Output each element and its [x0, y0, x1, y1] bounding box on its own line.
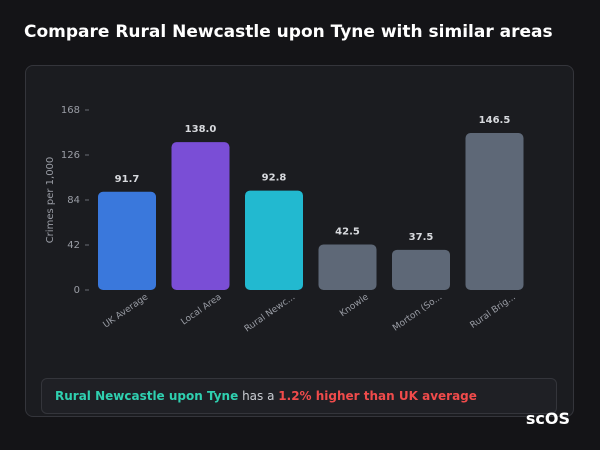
- bar: [318, 244, 377, 290]
- bar: [392, 249, 450, 290]
- summary-subject: Rural Newcastle upon Tyne: [55, 389, 239, 403]
- value-label: 92.8: [262, 173, 287, 184]
- title: Compare Rural Newcastle upon Tyne with s…: [24, 22, 553, 42]
- bar: [98, 191, 156, 290]
- y-tick-label: 42: [67, 240, 80, 251]
- summary-text: has a: [242, 389, 275, 403]
- y-tick-label: 168: [61, 105, 80, 116]
- x-tick-label: Rural Newc...: [243, 292, 297, 334]
- value-label: 138.0: [185, 124, 217, 135]
- x-tick-label: Local Area: [179, 292, 223, 327]
- x-tick-label: Rural Brig...: [469, 292, 518, 330]
- y-axis-label: Crimes per 1,000: [45, 157, 56, 244]
- x-tick-label: Morton (So...: [391, 292, 444, 333]
- x-tick-label: UK Average: [102, 292, 151, 330]
- value-label: 37.5: [409, 232, 434, 243]
- y-tick-label: 126: [61, 150, 80, 161]
- y-tick-label: 0: [74, 285, 80, 296]
- x-tick-label: Knowle: [338, 292, 371, 319]
- value-label: 91.7: [115, 174, 140, 185]
- bar: [171, 142, 230, 290]
- y-tick-label: 84: [67, 195, 80, 206]
- bar: [465, 133, 524, 290]
- logo: scOS: [525, 409, 570, 428]
- value-label: 146.5: [479, 115, 511, 126]
- bar: [245, 190, 303, 290]
- summary-highlight: 1.2% higher than UK average: [278, 389, 477, 403]
- summary: Rural Newcastle upon Tyne has a 1.2% hig…: [41, 378, 557, 414]
- value-label: 42.5: [335, 226, 360, 237]
